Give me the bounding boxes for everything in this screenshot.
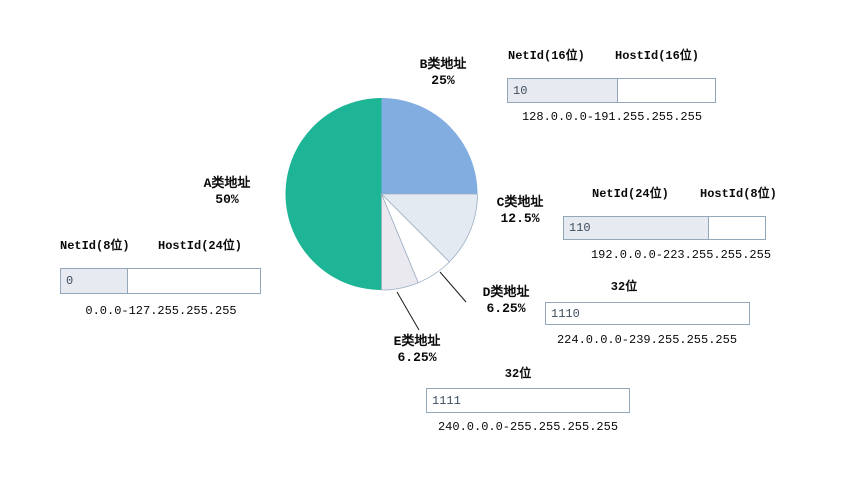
class-b-address-range: 128.0.0.0-191.255.255.255 — [521, 110, 703, 124]
class-d-bits-header: 32位 — [610, 280, 638, 294]
class-a-prefix-bits: 0 — [66, 274, 74, 288]
class-a-hostid-segment — [128, 269, 260, 293]
pie-label-e-name: E类地址 — [393, 334, 441, 349]
class-c-bitbox: 110 — [563, 216, 766, 240]
class-e-address-range: 240.0.0.0-255.255.255.255 — [437, 420, 619, 434]
pie-label-b-pct: 25% — [431, 73, 455, 88]
pie-label-b: B类地址 25% — [420, 57, 467, 89]
class-c-address-range: 192.0.0.0-223.255.255.255 — [590, 248, 772, 262]
class-c-netid-header: NetId(24位) — [592, 187, 669, 201]
pie-label-a-name: A类地址 — [203, 176, 251, 191]
pie-label-b-name: B类地址 — [419, 57, 467, 72]
pie-label-d: D类地址 6.25% — [483, 285, 530, 317]
class-a-netid-header: NetId(8位) — [60, 239, 130, 253]
leader-line-e — [396, 291, 420, 331]
class-d-prefix-bits: 1110 — [551, 306, 580, 321]
class-a-hostid-header: HostId(24位) — [158, 239, 243, 253]
class-c-netid-segment: 110 — [564, 217, 709, 239]
leader-line-d — [439, 271, 467, 303]
class-a-bitbox: 0 — [60, 268, 261, 294]
class-e-bits-header: 32位 — [504, 367, 532, 381]
class-d-address-range: 224.0.0.0-239.255.255.255 — [556, 333, 738, 347]
class-c-hostid-segment — [709, 217, 765, 239]
class-c-hostid-header: HostId(8位) — [700, 187, 777, 201]
class-b-bitbox: 10 — [507, 78, 716, 103]
class-b-hostid-header: HostId(16位) — [615, 49, 700, 63]
pie-label-c-name: C类地址 — [496, 195, 544, 210]
pie-slice-b — [381, 98, 478, 194]
pie-slice-a — [285, 98, 382, 290]
pie-label-a: A类地址 50% — [204, 176, 251, 208]
class-d-segment: 1110 — [546, 303, 749, 324]
pie-label-d-pct: 6.25% — [486, 301, 526, 316]
pie-label-d-name: D类地址 — [482, 285, 530, 300]
pie-label-c-pct: 12.5% — [500, 211, 540, 226]
pie-label-e-pct: 6.25% — [397, 350, 437, 365]
class-d-bitbox: 1110 — [545, 302, 750, 325]
class-b-netid-header: NetId(16位) — [508, 49, 585, 63]
pie-label-c: C类地址 12.5% — [497, 195, 544, 227]
class-a-address-range: 0.0.0-127.255.255.255 — [85, 304, 237, 318]
class-b-prefix-bits: 10 — [513, 83, 528, 98]
class-e-segment: 1111 — [427, 389, 629, 412]
class-b-netid-segment: 10 — [508, 79, 618, 102]
pie-label-a-pct: 50% — [215, 192, 239, 207]
class-a-netid-segment: 0 — [61, 269, 128, 293]
pie-slice-e — [381, 193, 419, 291]
pie-label-e: E类地址 6.25% — [394, 334, 441, 366]
class-e-prefix-bits: 1111 — [432, 393, 461, 408]
class-c-prefix-bits: 110 — [569, 221, 591, 235]
pie-slice-c — [380, 193, 478, 263]
class-b-hostid-segment — [618, 79, 715, 102]
class-e-bitbox: 1111 — [426, 388, 630, 413]
